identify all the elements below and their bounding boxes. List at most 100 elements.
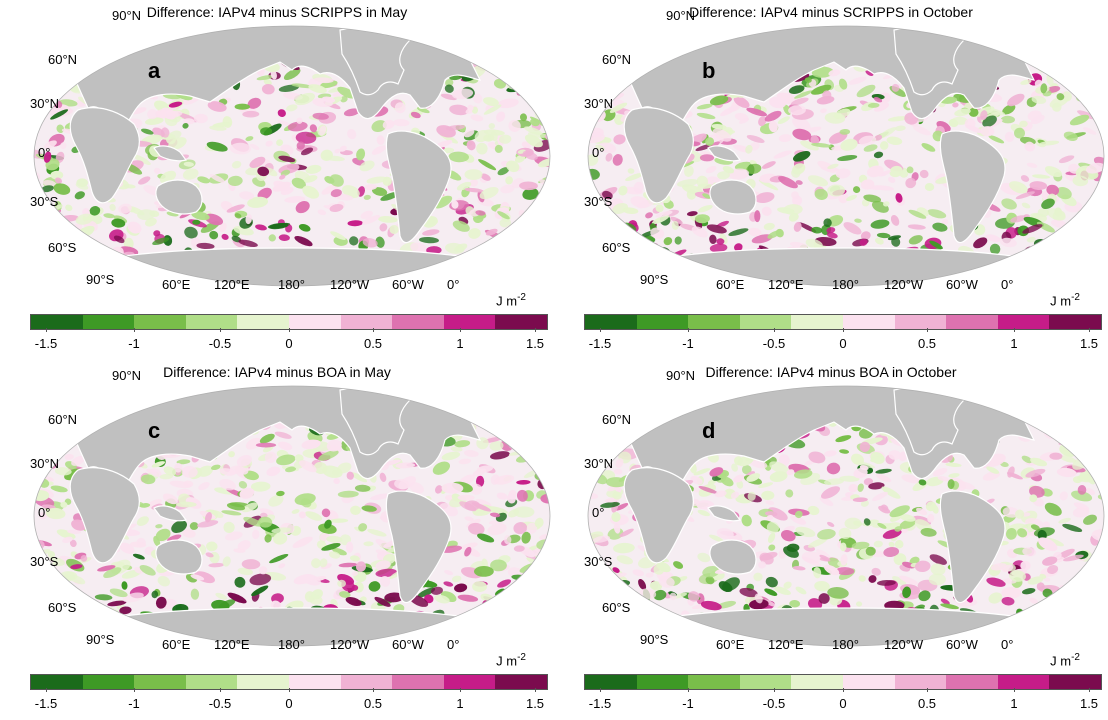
longitude-label: 120°W: [884, 637, 924, 652]
longitude-label: 60°W: [392, 277, 424, 292]
colorbar: [584, 314, 1102, 330]
australia-land: [155, 539, 203, 575]
longitude-label: 120°E: [214, 277, 250, 292]
colorbar-swatch: [842, 675, 895, 689]
longitude-label: 180°: [278, 637, 305, 652]
colorbar-unit: J m-2: [1050, 652, 1080, 668]
colorbar-tick-label: -0.5: [208, 696, 232, 711]
colorbar-swatch: [134, 315, 186, 329]
indonesia-land: [153, 505, 188, 522]
greenland-land: [469, 386, 513, 412]
colorbar-swatch: [585, 315, 637, 329]
latitude-label: 60°N: [602, 412, 632, 427]
latitude-label: 30°S: [584, 554, 613, 569]
latitude-label: 30°S: [30, 554, 59, 569]
colorbar-tick-mark: [1089, 328, 1090, 332]
colorbar-swatch: [946, 315, 998, 329]
colorbar-swatch: [31, 675, 83, 689]
colorbar-tick-mark: [774, 328, 775, 332]
map-panel-b: Difference: IAPv4 minus SCRIPPS in Octob…: [554, 0, 1108, 360]
longitude-label: 0°: [447, 637, 460, 652]
latitude-label: 30°S: [30, 194, 59, 209]
colorbar: [30, 674, 548, 690]
unit-exponent: -2: [517, 652, 526, 663]
colorbar-swatch: [340, 315, 393, 329]
world-map: [587, 385, 1105, 647]
unit-base: J m: [496, 293, 518, 309]
colorbar-tick-mark: [220, 688, 221, 692]
latitude-label: 60°S: [48, 240, 77, 255]
longitude-label: 0°: [447, 277, 460, 292]
colorbar-swatch: [842, 315, 895, 329]
colorbar-swatch: [495, 675, 547, 689]
colorbar-tick-mark: [535, 688, 536, 692]
unit-exponent: -2: [517, 292, 526, 303]
world-map: [33, 25, 551, 287]
colorbar-swatch: [739, 315, 792, 329]
colorbar-swatch: [997, 315, 1050, 329]
colorbar-tick-label: 0.5: [363, 336, 383, 351]
panel-title: Difference: IAPv4 minus BOA in October: [705, 364, 957, 380]
colorbar-swatch: [82, 675, 135, 689]
longitude-label: 180°: [832, 277, 859, 292]
latitude-label: 60°S: [602, 240, 631, 255]
colorbar-tick-label: -0.5: [762, 696, 786, 711]
colorbar-swatch: [185, 315, 238, 329]
panel-letter: a: [148, 58, 161, 83]
colorbar-swatch: [443, 675, 496, 689]
latitude-label: 60°S: [602, 600, 631, 615]
latitude-label: 30°N: [30, 456, 60, 471]
map-panel-a: Difference: IAPv4 minus SCRIPPS in May a 9…: [0, 0, 554, 360]
latitude-label: 30°N: [584, 456, 614, 471]
colorbar-tick-label: 1.5: [525, 336, 545, 351]
colorbar-tick-label: 1.5: [1079, 696, 1099, 711]
colorbar-tick-label: 0.5: [917, 336, 937, 351]
world-map: [587, 25, 1105, 287]
greenland-land: [1023, 26, 1067, 52]
colorbar-tick-label: -1: [682, 696, 694, 711]
world-map: [33, 385, 551, 647]
colorbar-tick-mark: [1014, 328, 1015, 332]
colorbar-tick-label: 0.5: [917, 696, 937, 711]
greenland-land: [1023, 386, 1067, 412]
colorbar-tick-mark: [46, 688, 47, 692]
map-panel-c: Difference: IAPv4 minus BOA in May c 90°N 6…: [0, 360, 554, 720]
latitude-label: 60°N: [48, 52, 78, 67]
colorbar-swatch: [636, 675, 689, 689]
colorbar-swatch: [82, 315, 135, 329]
longitude-label: 120°E: [768, 637, 804, 652]
panel-title: Difference: IAPv4 minus SCRIPPS in Octob…: [689, 4, 973, 20]
colorbar-swatch: [392, 675, 444, 689]
unit-base: J m: [1050, 653, 1072, 669]
colorbar-tick-label: 0: [839, 336, 847, 351]
unit-exponent: -2: [1071, 652, 1080, 663]
colorbar-swatch: [185, 675, 238, 689]
panel-letter: c: [148, 418, 161, 443]
colorbar-tick-mark: [460, 328, 461, 332]
longitude-label: 120°W: [884, 277, 924, 292]
latitude-label: 90°N: [666, 368, 696, 383]
panel-title: Difference: IAPv4 minus SCRIPPS in May: [146, 4, 408, 20]
indonesia-land: [707, 145, 742, 162]
colorbar-tick-mark: [373, 328, 374, 332]
panel-letter: d: [702, 418, 716, 443]
longitude-label: 60°E: [716, 277, 745, 292]
colorbar-swatch: [1049, 675, 1101, 689]
latitude-label: 30°S: [584, 194, 613, 209]
latitude-label: 90°N: [112, 8, 142, 23]
colorbar-swatch: [443, 315, 496, 329]
colorbar-swatch: [946, 675, 998, 689]
colorbar-swatch: [237, 675, 289, 689]
latitude-label: 0°: [592, 145, 605, 160]
colorbar-tick-mark: [1089, 688, 1090, 692]
colorbar-tick-mark: [220, 328, 221, 332]
longitude-label: 120°W: [330, 637, 370, 652]
africa-land: [623, 467, 694, 564]
colorbar-tick-label: -1: [682, 336, 694, 351]
colorbar-unit: J m-2: [496, 652, 526, 668]
unit-exponent: -2: [1071, 292, 1080, 303]
longitude-label: 180°: [278, 277, 305, 292]
latitude-label: 90°S: [640, 632, 669, 647]
colorbar-swatch: [495, 315, 547, 329]
colorbar: [584, 674, 1102, 690]
